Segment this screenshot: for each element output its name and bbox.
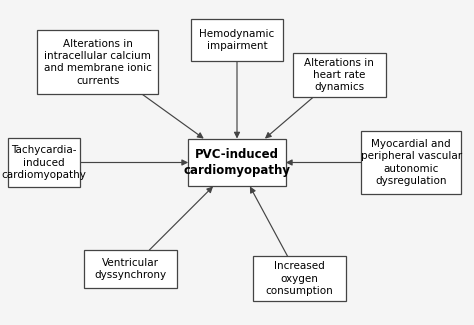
FancyBboxPatch shape [37, 30, 158, 94]
Text: PVC-induced
cardiomyopathy: PVC-induced cardiomyopathy [183, 148, 291, 177]
Text: Ventricular
dyssynchrony: Ventricular dyssynchrony [94, 258, 166, 280]
Text: Myocardial and
peripheral vascular
autonomic
dysregulation: Myocardial and peripheral vascular auton… [361, 139, 462, 186]
FancyBboxPatch shape [188, 138, 286, 187]
FancyBboxPatch shape [84, 250, 177, 288]
Text: Alterations in
heart rate
dynamics: Alterations in heart rate dynamics [304, 58, 374, 92]
FancyBboxPatch shape [253, 256, 346, 301]
FancyBboxPatch shape [8, 138, 80, 187]
FancyBboxPatch shape [191, 19, 283, 60]
FancyBboxPatch shape [361, 131, 461, 194]
FancyBboxPatch shape [293, 53, 386, 97]
Text: Tachycardia-
induced
cardiomyopathy: Tachycardia- induced cardiomyopathy [2, 145, 87, 180]
Text: Alterations in
intracellular calcium
and membrane ionic
currents: Alterations in intracellular calcium and… [44, 39, 152, 86]
Text: Hemodynamic
impairment: Hemodynamic impairment [200, 29, 274, 51]
Text: Increased
oxygen
consumption: Increased oxygen consumption [266, 261, 334, 296]
